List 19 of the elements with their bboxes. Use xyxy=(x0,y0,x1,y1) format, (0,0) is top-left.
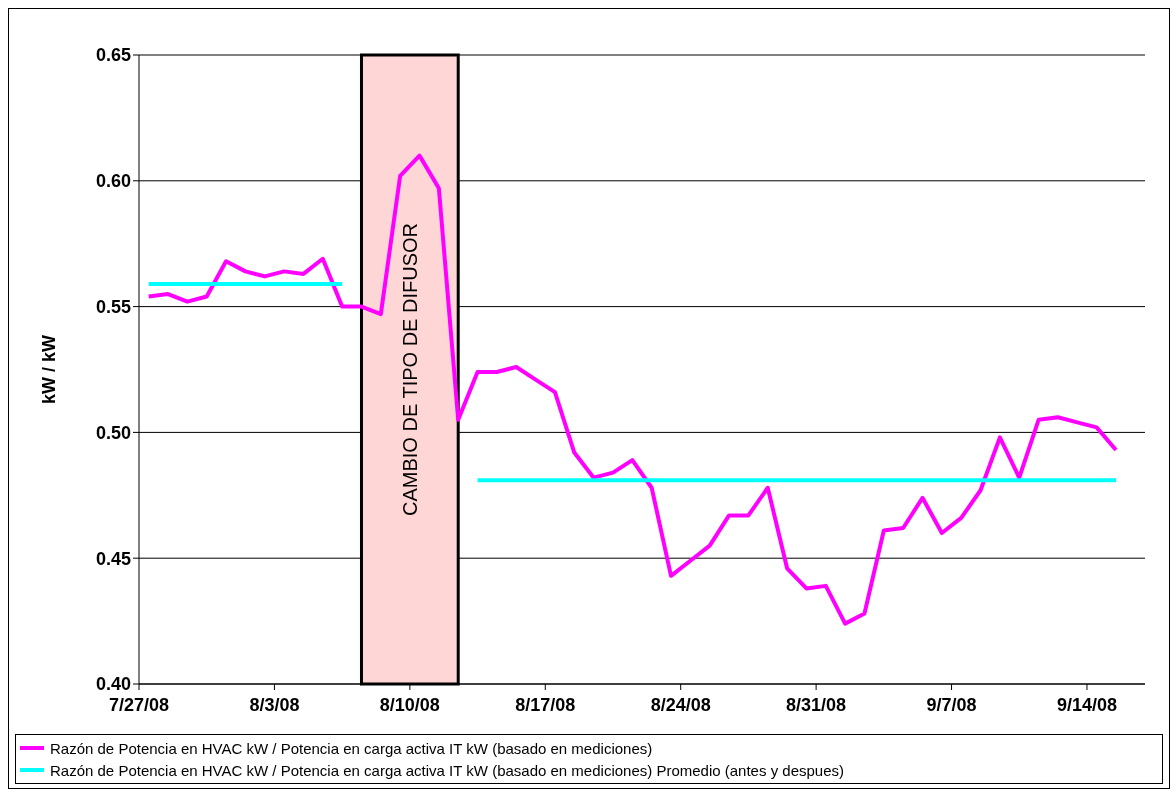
x-tick-label: 8/3/08 xyxy=(249,694,300,715)
legend-label: Razón de Potencia en HVAC kW / Potencia en carga activa IT kW (basado en mediciones) Promedio (antes y despues) xyxy=(50,761,845,779)
x-tick-label: 7/27/08 xyxy=(108,694,170,715)
y-tick-label: 0.65 xyxy=(95,45,131,66)
x-tick-label: 8/17/08 xyxy=(515,694,576,715)
y-tick-label: 0.45 xyxy=(95,548,131,569)
band-label: CAMBIO DE TIPO DE DIFUSOR xyxy=(398,223,421,516)
x-tick-label: 9/14/08 xyxy=(1056,694,1117,715)
x-tick-label: 8/24/08 xyxy=(650,694,711,715)
line-series xyxy=(146,153,1118,626)
y-axis-title: kW / kW xyxy=(39,334,60,405)
y-tick-label: 0.40 xyxy=(95,674,131,695)
y-tick-label: 0.55 xyxy=(95,296,131,317)
x-tick-label: 8/31/08 xyxy=(786,694,847,715)
y-tick-label: 0.60 xyxy=(95,171,131,192)
x-tick-label: 8/10/08 xyxy=(379,694,440,715)
y-tick-label: 0.50 xyxy=(95,422,131,443)
x-tick-label: 9/7/08 xyxy=(926,694,977,715)
legend-label: Razón de Potencia en HVAC kW / Potencia en carga activa IT kW (basado en mediciones) xyxy=(50,739,653,757)
